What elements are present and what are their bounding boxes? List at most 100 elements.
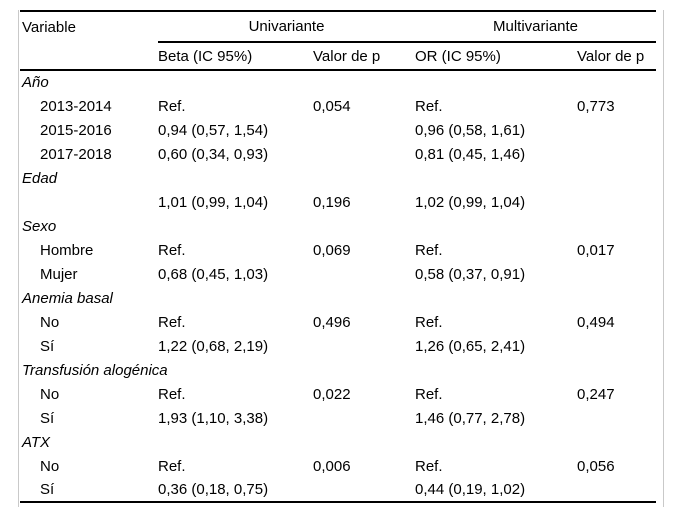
p-multivariate-cell — [577, 190, 656, 214]
beta-cell: Ref. — [158, 385, 186, 403]
column-header-beta: Beta (IC 95%) — [158, 42, 313, 71]
or-cell: 0,58 (0,37, 0,91) — [415, 265, 526, 283]
header-columns-row: Beta (IC 95%) Valor de p OR (IC 95%) Val… — [20, 42, 657, 71]
or-cell: 0,96 (0,58, 1,61) — [415, 121, 526, 139]
p-univariate-cell: 0,496 — [313, 313, 351, 331]
or-cell: Ref. — [415, 385, 443, 403]
section-row: Edad — [20, 166, 656, 190]
column-header-empty — [20, 42, 158, 71]
variable-cell: Hombre — [40, 241, 94, 259]
table-left-edge-line — [18, 10, 19, 507]
p-multivariate-cell — [577, 262, 656, 286]
table-row: Hombre Ref. 0,069 Ref. 0,017 — [20, 238, 656, 262]
group-header-multivariate: Multivariante — [415, 11, 657, 43]
table-row: Sí 1,22 (0,68, 2,19) 1,26 (0,65, 2,41) — [20, 334, 656, 358]
beta-cell: 1,93 (1,10, 3,38) — [158, 409, 269, 427]
section-label: Sexo — [22, 217, 57, 235]
section-row: Anemia basal — [20, 286, 656, 310]
table-row: 2017-2018 0,60 (0,34, 0,93) 0,81 (0,45, 1,… — [20, 142, 656, 166]
section-label: Transfusión alogénica — [22, 361, 168, 379]
p-multivariate-cell: 0,773 — [577, 97, 615, 115]
column-header-p-univariate: Valor de p — [313, 42, 415, 71]
variable-cell — [20, 190, 158, 214]
p-multivariate-cell: 0,247 — [577, 385, 615, 403]
section-row: Año — [20, 70, 656, 94]
table-row: 2013-2014 Ref. 0,054 Ref. 0,773 — [20, 94, 656, 118]
variable-cell: No — [40, 457, 60, 475]
table-row: 1,01 (0,99, 1,04) 0,196 1,02 (0,99, 1,04) — [20, 190, 656, 214]
p-univariate-cell — [313, 478, 415, 502]
beta-cell: 0,68 (0,45, 1,03) — [158, 265, 269, 283]
p-univariate-cell — [313, 262, 415, 286]
section-label: ATX — [22, 433, 51, 451]
table-row: Sí 1,93 (1,10, 3,38) 1,46 (0,77, 2,78) — [20, 406, 656, 430]
beta-cell: Ref. — [158, 97, 186, 115]
section-row: Sexo — [20, 214, 656, 238]
column-header-p-multivariate: Valor de p — [577, 42, 657, 71]
table-right-edge-line — [663, 10, 664, 507]
p-multivariate-cell: 0,017 — [577, 241, 615, 259]
beta-cell: Ref. — [158, 313, 186, 331]
variable-cell: 2017-2018 — [40, 145, 112, 163]
p-multivariate-cell: 0,494 — [577, 313, 615, 331]
variable-cell: Sí — [40, 337, 55, 355]
beta-cell: 0,60 (0,34, 0,93) — [158, 145, 269, 163]
beta-cell: 0,36 (0,18, 0,75) — [158, 481, 269, 498]
p-univariate-cell: 0,069 — [313, 241, 351, 259]
section-row: ATX — [20, 430, 656, 454]
p-multivariate-cell: 0,056 — [577, 457, 615, 475]
or-cell: Ref. — [415, 241, 443, 259]
beta-cell: 1,01 (0,99, 1,04) — [158, 193, 269, 211]
section-label: Año — [22, 74, 49, 91]
p-univariate-cell: 0,196 — [313, 193, 351, 211]
section-label: Anemia basal — [22, 289, 113, 307]
or-cell: 1,46 (0,77, 2,78) — [415, 409, 526, 427]
variable-cell: Mujer — [40, 265, 78, 283]
p-univariate-cell: 0,022 — [313, 385, 351, 403]
table-row: No Ref. 0,006 Ref. 0,056 — [20, 454, 656, 478]
regression-results-table: Variable Univariante Multivariante Beta … — [20, 10, 657, 503]
p-univariate-cell — [313, 118, 415, 142]
table-row: No Ref. 0,022 Ref. 0,247 — [20, 382, 656, 406]
beta-cell: Ref. — [158, 457, 186, 475]
p-univariate-cell — [313, 334, 415, 358]
p-multivariate-cell — [577, 142, 656, 166]
or-cell: Ref. — [415, 97, 443, 115]
p-univariate-cell — [313, 142, 415, 166]
p-multivariate-cell — [577, 334, 656, 358]
table-body: Año 2013-2014 Ref. 0,054 Ref. 0,773 2015-2016 0… — [20, 70, 656, 502]
column-header-variable: Variable — [22, 18, 76, 36]
table-row: Mujer 0,68 (0,45, 1,03) 0,58 (0,37, 0,91) — [20, 262, 656, 286]
variable-cell: Sí — [40, 481, 55, 498]
p-univariate-cell: 0,006 — [313, 457, 351, 475]
variable-cell: No — [40, 313, 60, 331]
or-cell: 1,26 (0,65, 2,41) — [415, 337, 526, 355]
beta-cell: Ref. — [158, 241, 186, 259]
beta-cell: 1,22 (0,68, 2,19) — [158, 337, 269, 355]
beta-cell: 0,94 (0,57, 1,54) — [158, 121, 269, 139]
p-univariate-cell — [313, 406, 415, 430]
header-group-row: Variable Univariante Multivariante — [20, 11, 657, 43]
or-cell: 0,44 (0,19, 1,02) — [415, 481, 526, 498]
p-multivariate-cell — [577, 406, 656, 430]
or-cell: 1,02 (0,99, 1,04) — [415, 193, 526, 211]
table-row: No Ref. 0,496 Ref. 0,494 — [20, 310, 656, 334]
table-header: Variable Univariante Multivariante Beta … — [20, 11, 657, 71]
table-row: Sí 0,36 (0,18, 0,75) 0,44 (0,19, 1,02) — [20, 478, 656, 502]
or-cell: 0,81 (0,45, 1,46) — [415, 145, 526, 163]
p-univariate-cell: 0,054 — [313, 97, 351, 115]
variable-cell: 2015-2016 — [40, 121, 112, 139]
section-label: Edad — [22, 169, 58, 187]
variable-cell: Sí — [40, 409, 55, 427]
column-header-or: OR (IC 95%) — [415, 42, 577, 71]
or-cell: Ref. — [415, 457, 443, 475]
section-row: Transfusión alogénica — [20, 358, 656, 382]
variable-cell: No — [40, 385, 60, 403]
variable-cell: 2013-2014 — [40, 97, 112, 115]
table-row: 2015-2016 0,94 (0,57, 1,54) 0,96 (0,58, 1,… — [20, 118, 656, 142]
p-multivariate-cell — [577, 478, 656, 502]
or-cell: Ref. — [415, 313, 443, 331]
p-multivariate-cell — [577, 118, 656, 142]
group-header-univariate: Univariante — [158, 11, 415, 43]
